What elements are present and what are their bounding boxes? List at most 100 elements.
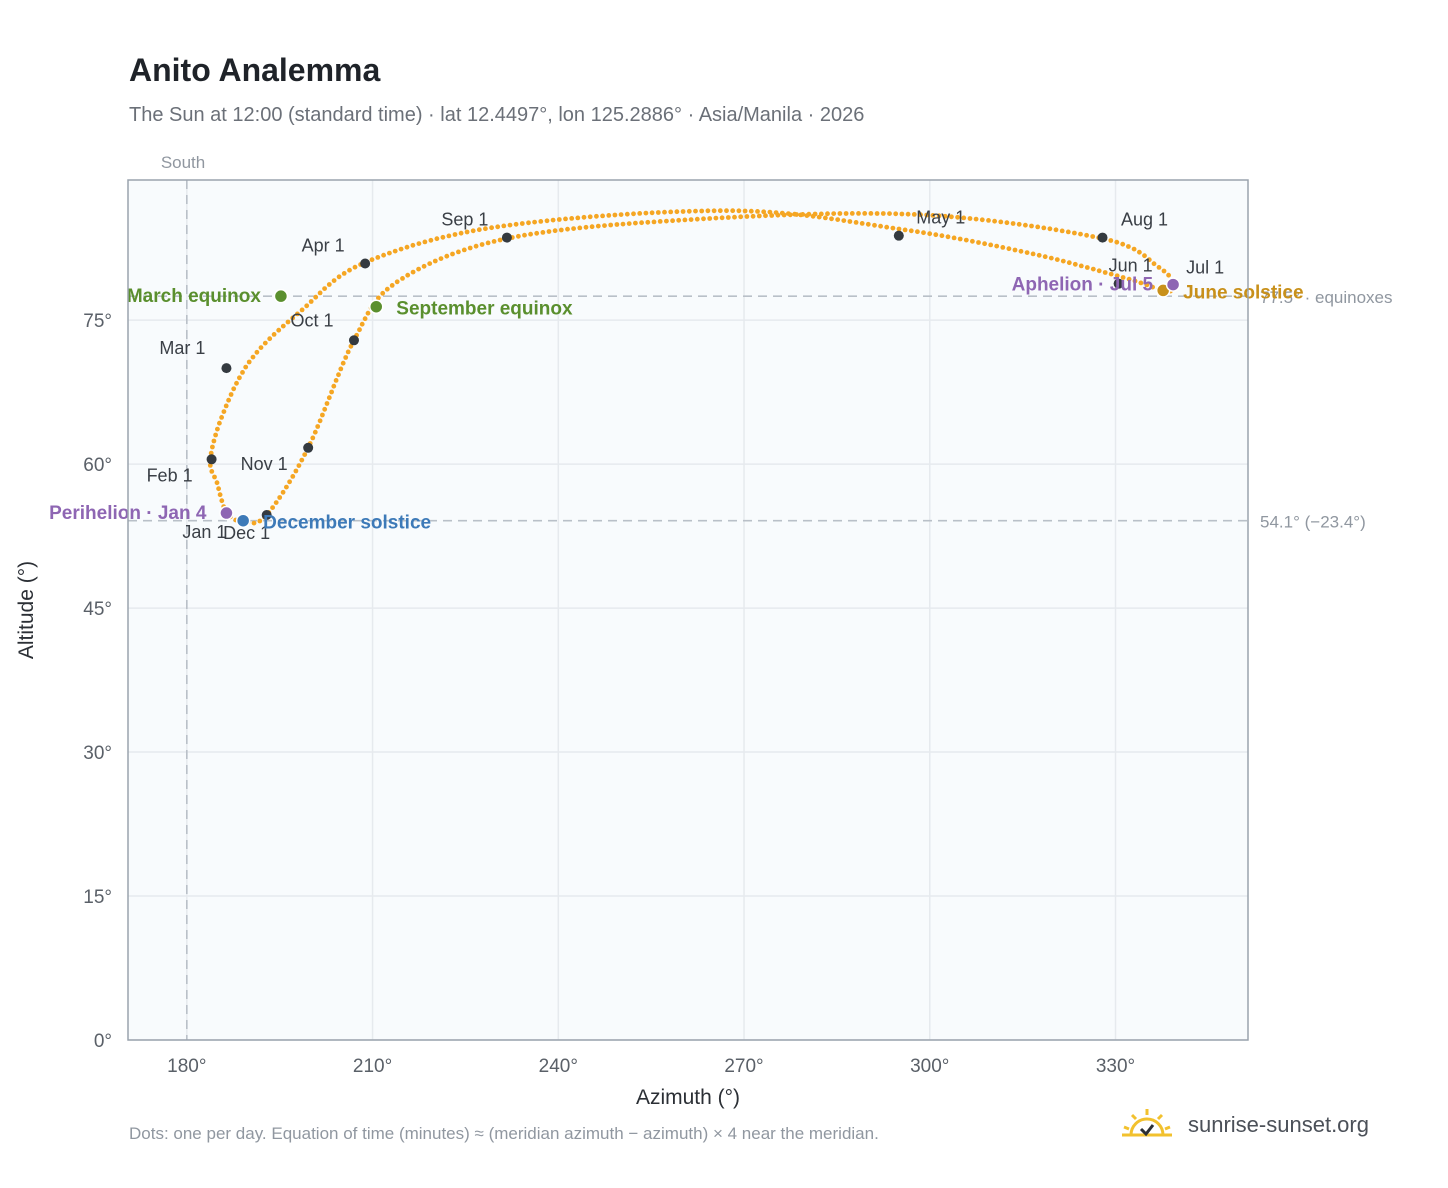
day-dot: [626, 221, 632, 227]
day-dot: [389, 283, 395, 288]
day-dot: [874, 211, 880, 216]
event-label: Aphelion · Jul 5: [1012, 275, 1154, 296]
day-dot: [633, 220, 638, 226]
day-dot: [713, 215, 719, 221]
reference-lines: 77.5° · equinoxes 54.1° (−23.4°) South: [128, 153, 1393, 1040]
day-dot: [280, 489, 286, 495]
day-dot: [831, 211, 837, 217]
day-dot: [293, 468, 299, 474]
day-dot: [806, 211, 812, 217]
day-dot: [213, 432, 219, 438]
day-dot: [362, 316, 368, 322]
day-dot: [651, 219, 657, 225]
day-dot: [755, 209, 760, 214]
day-dot: [1072, 261, 1078, 267]
day-dot: [550, 217, 556, 223]
day-dot: [899, 211, 905, 217]
day-dot: [955, 214, 960, 220]
day-dot: [497, 237, 503, 243]
day-dot: [519, 221, 525, 226]
day-dot: [392, 248, 398, 254]
day-dot: [410, 269, 416, 275]
day-dot: [534, 230, 540, 236]
day-dot: [422, 239, 428, 245]
day-dot: [1072, 230, 1077, 236]
day-dot: [1048, 255, 1054, 261]
footnote: Dots: one per day. Equation of time (min…: [129, 1124, 879, 1143]
day-dot: [380, 290, 386, 296]
day-dot: [825, 211, 830, 217]
day-dot: [343, 355, 349, 360]
day-dot: [280, 323, 286, 329]
day-dot: [992, 218, 997, 224]
day-dot: [674, 209, 680, 215]
day-dot: [258, 345, 264, 350]
day-dot: [614, 222, 620, 227]
day-dot: [1010, 221, 1016, 226]
month-marker-nov-1: [303, 442, 314, 453]
day-dot: [326, 282, 332, 287]
day-dot: [285, 319, 291, 325]
day-dot: [1096, 268, 1102, 274]
day-dot: [583, 224, 589, 230]
day-dot: [933, 232, 939, 238]
day-dot: [719, 215, 725, 221]
day-dot: [1004, 220, 1010, 226]
month-markers: Jan 1 Feb 1 Mar 1 Apr 1 May 1 Jun 1 Jul 1 Aug 1…: [147, 208, 1225, 543]
day-dot: [501, 223, 507, 229]
month-marker-label: May 1: [916, 208, 965, 228]
sunrise-logo-icon: [1122, 1109, 1172, 1137]
day-dot: [290, 474, 296, 479]
day-dot: [416, 241, 422, 247]
day-dot: [369, 257, 375, 263]
day-dot: [304, 303, 310, 309]
day-dot: [1084, 265, 1090, 270]
day-dot: [284, 484, 289, 490]
day-dot: [208, 450, 214, 456]
day-dot: [963, 237, 969, 243]
event-marker-march-equinox: [273, 288, 289, 304]
day-dot: [526, 220, 531, 226]
day-dot: [212, 474, 217, 480]
day-dot: [357, 327, 362, 333]
day-dot: [986, 218, 991, 223]
x-axis-ticks: 180° 210° 240° 270° 300° 330°: [167, 1056, 1135, 1077]
day-dot: [859, 221, 865, 226]
day-dot: [961, 215, 967, 221]
day-dot: [841, 218, 847, 224]
day-dot: [1084, 232, 1089, 238]
day-dot: [902, 227, 908, 233]
y-axis-label: Altitude (°): [15, 561, 38, 659]
day-dot: [387, 250, 392, 256]
day-dot: [1146, 257, 1152, 263]
day-dot: [1137, 249, 1142, 255]
day-dot: [376, 295, 381, 301]
day-dot: [1065, 229, 1071, 235]
day-dot: [320, 412, 325, 418]
day-dot: [464, 229, 470, 235]
day-dot: [375, 255, 381, 260]
day-dot: [467, 245, 473, 251]
day-dot: [915, 229, 920, 235]
day-dot: [942, 213, 948, 219]
month-marker-label: Jul 1: [1186, 258, 1224, 278]
day-dot: [421, 263, 427, 269]
day-dot: [234, 380, 239, 386]
day-dot: [287, 479, 292, 485]
x-tick-label: 330°: [1096, 1056, 1135, 1077]
chart-title: Anito Analemma: [129, 52, 381, 88]
day-dot: [577, 225, 583, 231]
day-dot: [290, 315, 296, 321]
day-dot: [1012, 247, 1018, 253]
day-dot: [818, 211, 824, 217]
day-dot: [336, 274, 342, 280]
day-dot: [655, 210, 661, 215]
brand[interactable]: sunrise-sunset.org: [1120, 1100, 1369, 1150]
day-dot: [446, 233, 452, 239]
day-dot: [949, 214, 954, 220]
month-marker-aug-1: [1097, 232, 1108, 243]
day-dot: [522, 232, 527, 238]
chart-subtitle: The Sun at 12:00 (standard time) · lat 1…: [129, 104, 865, 126]
day-dot: [1016, 221, 1022, 227]
day-dot: [243, 364, 249, 370]
